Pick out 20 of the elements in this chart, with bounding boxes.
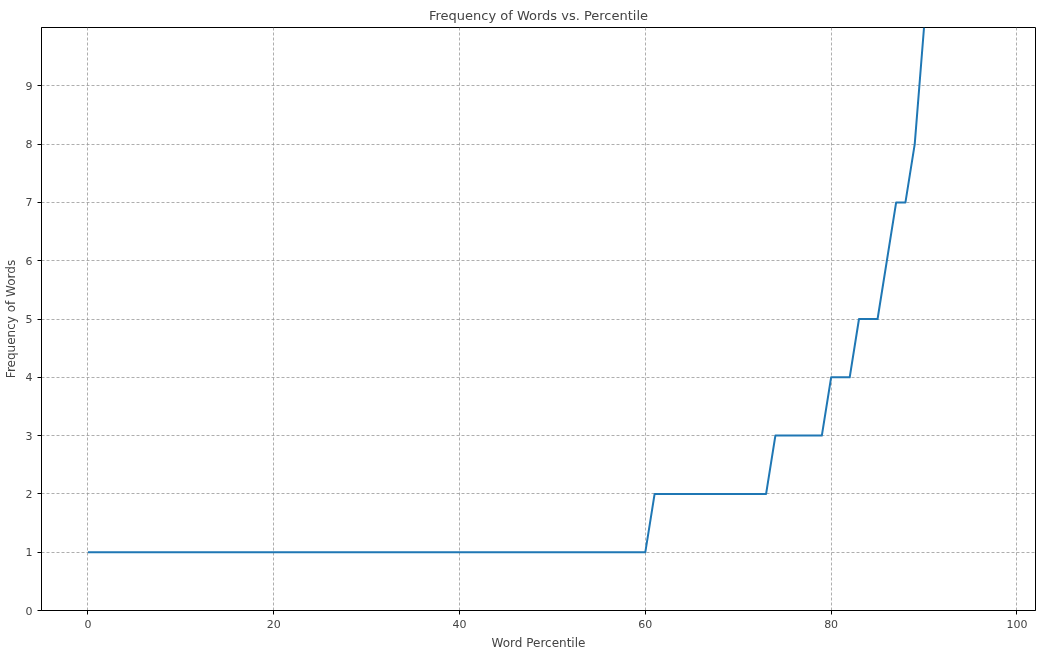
x-tick-label: 20 — [266, 617, 281, 631]
chart-title: Frequency of Words vs. Percentile — [428, 7, 649, 23]
y-tick-label: 5 — [25, 313, 33, 326]
x-tick-label: 40 — [452, 617, 467, 631]
x-tick-label: 80 — [824, 617, 839, 631]
y-tick-label: 1 — [25, 546, 33, 560]
y-tick-label: 9 — [25, 79, 33, 93]
x-axis-title: Word Percentile — [491, 635, 586, 650]
y-tick-label: 2 — [25, 487, 33, 501]
x-tick-label: 100 — [1006, 617, 1028, 631]
y-tick-label: 8 — [25, 138, 33, 152]
y-tick-label: 7 — [25, 196, 33, 210]
line-series — [86, 27, 926, 554]
y-tick-label: 3 — [25, 429, 33, 443]
y-axis-title: Frequency of Words — [3, 259, 18, 379]
y-tick-label: 4 — [25, 371, 33, 385]
y-tick-label: 6 — [25, 254, 33, 268]
y-tick-label: 0 — [25, 604, 33, 618]
x-tick-label: 0 — [84, 617, 92, 631]
x-tick-label: 60 — [638, 617, 653, 631]
